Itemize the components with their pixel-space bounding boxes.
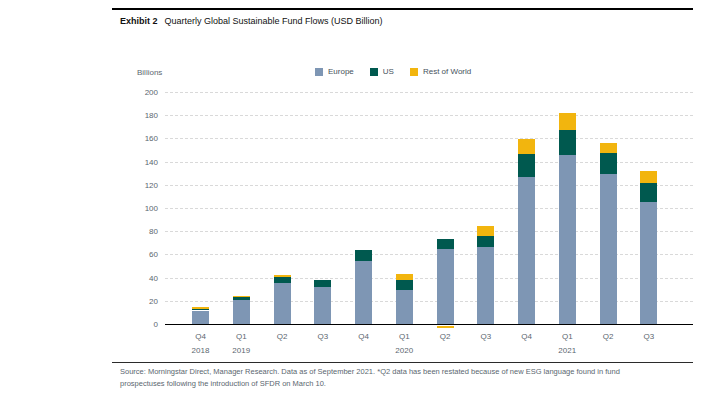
bar-segment-rest-of-world (600, 143, 617, 153)
y-tick-label-100: 100 (128, 204, 158, 213)
x-tick-quarter-3: Q3 (303, 332, 343, 341)
bar-segment-europe (233, 300, 250, 325)
legend-item-us: US (370, 67, 394, 76)
y-tick-label-80: 80 (128, 227, 158, 236)
y-axis-unit-label: Billions (137, 68, 162, 77)
top-rule (112, 8, 693, 10)
report-page: Exhibit 2 Quarterly Global Sustainable Fu… (0, 0, 725, 400)
bar-segment-europe (437, 249, 454, 325)
bar-segment-europe (355, 261, 372, 325)
exhibit-label: Exhibit 2 (120, 16, 158, 26)
bar-q4-2020 (518, 93, 535, 325)
bar-q1-2019 (233, 93, 250, 325)
y-tick-label-0: 0 (128, 320, 158, 329)
plot-area (165, 93, 693, 325)
y-tick-label-40: 40 (128, 274, 158, 283)
chart-legend: Europe US Rest of World (315, 67, 471, 76)
bottom-rule (112, 362, 693, 363)
bar-segment-rest-of-world (559, 113, 576, 130)
bar-segment-europe (192, 311, 209, 326)
bar-segment-rest-of-world (640, 171, 657, 184)
y-tick-label-140: 140 (128, 158, 158, 167)
bar-segment-europe (396, 290, 413, 325)
y-tick-label-20: 20 (128, 297, 158, 306)
bar-segment-europe (274, 283, 291, 325)
bar-segment-us (437, 239, 454, 249)
y-tick-label-120: 120 (128, 181, 158, 190)
bar-q3-2021 (640, 93, 657, 325)
bar-segment-europe (314, 287, 331, 325)
bar-q3-2020 (477, 93, 494, 325)
x-tick-quarter-8: Q4 (507, 332, 547, 341)
bar-segment-rest-of-world (396, 274, 413, 280)
x-tick-year-2018: 2018 (181, 346, 221, 355)
bar-segment-europe (559, 155, 576, 325)
bar-segment-rest-of-world (192, 307, 209, 309)
x-axis-line (165, 324, 693, 325)
bar-segment-us (600, 153, 617, 174)
bar-segment-us (233, 297, 250, 300)
x-tick-quarter-9: Q1 (547, 332, 587, 341)
x-tick-quarter-7: Q3 (466, 332, 506, 341)
legend-swatch-icon (315, 68, 323, 76)
x-tick-quarter-0: Q4 (181, 332, 221, 341)
bar-q1-2021 (559, 93, 576, 325)
legend-label: Europe (328, 67, 354, 76)
bar-segment-rest-of-world (437, 326, 454, 328)
legend-label: Rest of World (423, 67, 471, 76)
bar-q2-2019 (274, 93, 291, 325)
bar-segment-us (559, 130, 576, 156)
bar-q2-2020 (437, 93, 454, 325)
x-tick-quarter-5: Q1 (384, 332, 424, 341)
bar-q1-2020 (396, 93, 413, 325)
chart-title: Exhibit 2 Quarterly Global Sustainable Fu… (120, 16, 383, 26)
bar-segment-rest-of-world (518, 139, 535, 154)
bar-segment-us (314, 280, 331, 286)
bar-segment-europe (518, 177, 535, 325)
bar-segment-us (518, 154, 535, 177)
x-tick-quarter-4: Q4 (344, 332, 384, 341)
legend-swatch-icon (370, 68, 378, 76)
bar-segment-rest-of-world (477, 226, 494, 236)
bar-segment-us (355, 250, 372, 260)
bar-q4-2019 (355, 93, 372, 325)
y-tick-label-180: 180 (128, 111, 158, 120)
bar-segment-us (477, 236, 494, 247)
x-tick-year-2020: 2020 (384, 346, 424, 355)
legend-label: US (383, 67, 394, 76)
x-tick-quarter-2: Q2 (262, 332, 302, 341)
x-tick-quarter-1: Q1 (221, 332, 261, 341)
bar-segment-europe (640, 202, 657, 325)
x-tick-quarter-11: Q3 (629, 332, 669, 341)
bar-q3-2019 (314, 93, 331, 325)
bar-segment-rest-of-world (274, 275, 291, 278)
exhibit-title-text: Quarterly Global Sustainable Fund Flows … (165, 16, 383, 26)
y-tick-label-160: 160 (128, 134, 158, 143)
source-footnote-line1: Source: Morningstar Direct, Manager Rese… (120, 366, 700, 378)
bar-segment-rest-of-world (233, 296, 250, 297)
bar-segment-us (192, 309, 209, 310)
x-tick-year-2019: 2019 (221, 346, 261, 355)
x-tick-year-2021: 2021 (547, 346, 587, 355)
x-tick-quarter-10: Q2 (588, 332, 628, 341)
bar-segment-us (640, 183, 657, 202)
source-footnote-line2: prospectuses following the introduction … (120, 378, 700, 390)
bar-segment-us (396, 280, 413, 290)
legend-item-rest-of-world: Rest of World (410, 67, 471, 76)
legend-swatch-icon (410, 68, 418, 76)
bar-segment-us (274, 277, 291, 282)
bar-segment-europe (600, 174, 617, 325)
bar-q2-2021 (600, 93, 617, 325)
legend-item-europe: Europe (315, 67, 354, 76)
y-tick-label-60: 60 (128, 250, 158, 259)
y-tick-label-200: 200 (128, 88, 158, 97)
source-footnote: Source: Morningstar Direct, Manager Rese… (120, 366, 700, 389)
bar-q4-2018 (192, 93, 209, 325)
bar-segment-europe (477, 247, 494, 325)
x-tick-quarter-6: Q2 (425, 332, 465, 341)
